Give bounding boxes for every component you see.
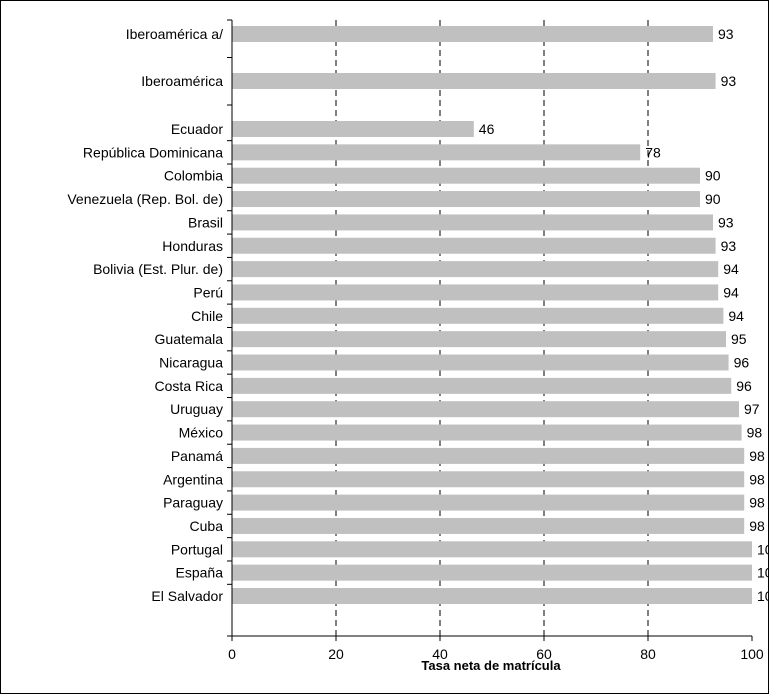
- data-label: 94: [723, 284, 739, 300]
- bar-16: [232, 447, 745, 464]
- data-label: 46: [479, 121, 495, 137]
- bar-3: [232, 144, 641, 161]
- bar-15: [232, 424, 742, 441]
- bar-10: [232, 307, 724, 324]
- category-label: Ecuador: [171, 121, 223, 137]
- bar-0: [232, 26, 713, 42]
- bar-21: [232, 564, 752, 581]
- bar-14: [232, 401, 739, 418]
- data-label: 78: [645, 144, 661, 160]
- category-label: Panamá: [171, 448, 223, 464]
- data-label: 93: [718, 26, 734, 42]
- data-label: 98: [749, 471, 765, 487]
- category-label: Portugal: [171, 541, 223, 557]
- category-label: Uruguay: [170, 401, 223, 417]
- bar-6: [232, 214, 713, 231]
- category-label: Honduras: [162, 238, 223, 254]
- category-label: Costa Rica: [155, 378, 224, 394]
- bar-20: [232, 541, 752, 558]
- x-tick-label: 100: [740, 646, 764, 662]
- bar-11: [232, 331, 726, 348]
- bar-4: [232, 167, 700, 184]
- bar-9: [232, 284, 719, 301]
- bar-22: [232, 588, 752, 604]
- bars: [232, 26, 752, 604]
- category-label: Colombia: [164, 168, 223, 184]
- data-label: 98: [747, 425, 763, 441]
- data-label: 93: [721, 73, 737, 89]
- category-label: Cuba: [190, 518, 224, 534]
- x-tick-label: 60: [536, 646, 552, 662]
- x-tick-label: 40: [432, 646, 448, 662]
- data-label: 90: [705, 191, 721, 207]
- category-label: Guatemala: [155, 331, 224, 347]
- bar-2: [232, 121, 474, 137]
- x-tick-label: 80: [640, 646, 656, 662]
- category-label: Iberoamérica a/: [126, 26, 223, 42]
- data-label: 94: [728, 308, 744, 324]
- data-label: 10: [757, 541, 769, 557]
- bar-1: [232, 73, 716, 89]
- category-label: Nicaragua: [159, 355, 223, 371]
- category-label: Iberoamérica: [141, 73, 223, 89]
- category-label: Chile: [191, 308, 223, 324]
- bar-18: [232, 494, 745, 511]
- category-label: Perú: [193, 284, 223, 300]
- x-tick-label: 20: [328, 646, 344, 662]
- data-label: 98: [749, 448, 765, 464]
- data-label: 93: [718, 214, 734, 230]
- data-label: 96: [736, 378, 752, 394]
- bar-19: [232, 517, 745, 534]
- axes: [227, 19, 753, 641]
- bar-7: [232, 237, 716, 254]
- category-label: El Salvador: [151, 588, 223, 604]
- bar-17: [232, 471, 745, 488]
- data-label: 93: [721, 238, 737, 254]
- category-label: Argentina: [163, 471, 223, 487]
- data-label: 94: [723, 261, 739, 277]
- data-label: 95: [731, 331, 747, 347]
- category-label: República Dominicana: [83, 144, 223, 160]
- data-label: 90: [705, 168, 721, 184]
- bar-8: [232, 261, 719, 278]
- category-label: México: [179, 425, 224, 441]
- data-label: 98: [749, 495, 765, 511]
- labels: Iberoamérica a/93 Iberoamérica 93 Ecuador 46…: [67, 26, 769, 662]
- bar-5: [232, 191, 700, 208]
- category-label: España: [176, 565, 224, 581]
- x-axis-title: Tasa neta de matrícula: [421, 658, 561, 673]
- data-label: 96: [734, 355, 750, 371]
- category-label: Paraguay: [163, 495, 223, 511]
- category-label: Venezuela (Rep. Bol. de): [67, 191, 223, 207]
- data-label: 98: [749, 518, 765, 534]
- bar-12: [232, 354, 729, 371]
- x-tick-label: 0: [228, 646, 236, 662]
- category-label: Bolivia (Est. Plur. de): [93, 261, 223, 277]
- data-label: 10: [757, 588, 769, 604]
- data-label: 97: [744, 401, 760, 417]
- bar-13: [232, 377, 732, 394]
- data-label: 10: [757, 565, 769, 581]
- category-label: Brasil: [188, 214, 223, 230]
